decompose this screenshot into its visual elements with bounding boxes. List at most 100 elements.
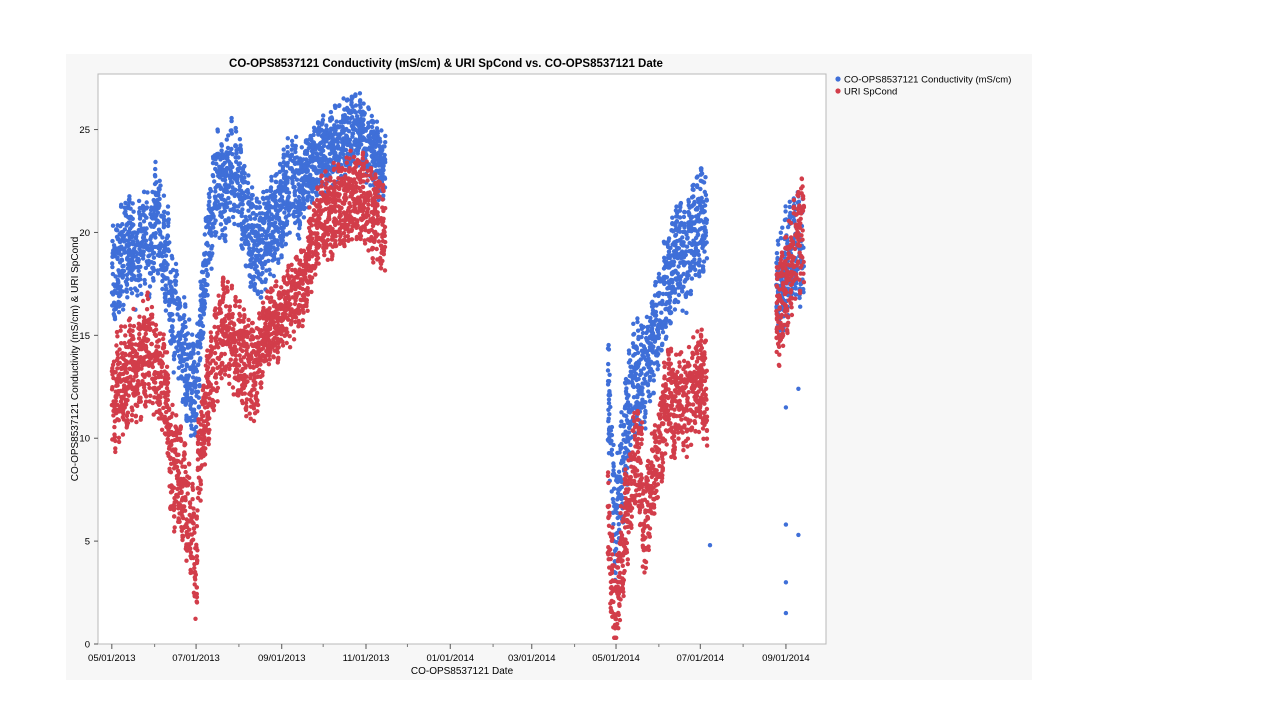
spcond-point — [161, 381, 166, 386]
conductivity-point — [244, 264, 249, 269]
conductivity-point — [378, 139, 383, 144]
conductivity-point — [684, 291, 690, 297]
spcond-point — [165, 393, 170, 398]
conductivity-point — [188, 433, 194, 438]
conductivity-point — [223, 218, 228, 223]
conductivity-point — [259, 289, 264, 295]
conductivity-point — [268, 187, 273, 192]
conductivity-point — [162, 209, 167, 215]
conductivity-point — [691, 187, 696, 192]
conductivity-point — [178, 316, 184, 321]
spcond-point — [174, 425, 179, 431]
spcond-point — [166, 407, 172, 413]
spcond-point — [184, 544, 189, 549]
conductivity-point — [228, 161, 234, 167]
conductivity-point — [296, 194, 302, 200]
conductivity-point — [146, 248, 152, 253]
conductivity-point — [183, 337, 188, 342]
spcond-point — [148, 393, 153, 398]
spcond-point — [198, 417, 204, 422]
conductivity-point — [371, 157, 376, 163]
conductivity-point — [660, 277, 665, 283]
spcond-point — [153, 327, 159, 332]
conductivity-point — [191, 347, 196, 353]
spcond-point — [248, 397, 253, 403]
conductivity-point — [701, 269, 706, 274]
conductivity-point — [248, 280, 254, 285]
conductivity-point — [192, 360, 197, 365]
spcond-point — [143, 399, 149, 404]
conductivity-point — [242, 233, 247, 238]
conductivity-point — [699, 195, 704, 201]
spcond-point — [208, 390, 213, 396]
conductivity-point — [147, 253, 152, 258]
spcond-point — [211, 408, 216, 413]
conductivity-point — [332, 151, 337, 156]
conductivity-point — [377, 168, 382, 173]
conductivity-point — [231, 207, 236, 213]
spcond-point — [221, 322, 226, 328]
conductivity-point — [188, 350, 194, 356]
conductivity-point — [212, 201, 218, 206]
conductivity-point — [113, 254, 118, 259]
conductivity-point — [383, 140, 388, 145]
conductivity-point — [360, 121, 365, 127]
conductivity-point — [135, 293, 140, 298]
conductivity-point — [181, 359, 186, 364]
spcond-point — [130, 408, 135, 413]
conductivity-point — [379, 128, 384, 133]
spcond-point — [124, 425, 129, 430]
conductivity-point — [255, 289, 260, 294]
spcond-point — [225, 279, 230, 285]
conductivity-point — [215, 204, 220, 209]
spcond-point — [213, 315, 219, 320]
spcond-point — [185, 518, 190, 523]
spcond-point — [297, 285, 303, 290]
conductivity-point — [140, 235, 146, 240]
spcond-point — [237, 329, 242, 334]
conductivity-point — [226, 195, 231, 201]
conductivity-point — [233, 187, 238, 193]
conductivity-point — [700, 234, 705, 239]
conductivity-point — [310, 164, 315, 169]
spcond-point — [208, 344, 214, 349]
conductivity-point — [153, 192, 159, 198]
spcond-point — [223, 368, 228, 373]
conductivity-point — [686, 199, 691, 205]
chart-svg: CO-OPS8537121 Conductivity (mS/cm) & URI… — [70, 58, 1011, 677]
spcond-point — [221, 295, 226, 300]
conductivity-point — [694, 219, 699, 224]
spcond-point — [159, 427, 165, 432]
conductivity-point — [117, 273, 122, 278]
conductivity-point — [112, 307, 117, 312]
conductivity-point — [273, 189, 278, 195]
spcond-point — [185, 491, 190, 496]
spcond-point — [172, 529, 177, 534]
spcond-point — [252, 371, 257, 377]
spcond-point — [126, 329, 132, 334]
conductivity-point — [284, 169, 289, 175]
conductivity-point — [294, 177, 300, 182]
conductivity-point — [670, 221, 675, 227]
conductivity-point — [311, 132, 316, 138]
conductivity-point — [662, 255, 667, 260]
spcond-point — [190, 485, 195, 490]
spcond-point — [214, 340, 219, 346]
conductivity-point — [640, 381, 645, 386]
conductivity-point — [236, 155, 241, 160]
conductivity-point — [317, 145, 323, 150]
spcond-point — [149, 304, 155, 310]
conductivity-point — [198, 334, 203, 339]
spcond-point — [162, 350, 168, 355]
conductivity-point — [231, 202, 237, 207]
conductivity-point — [284, 222, 289, 227]
conductivity-point — [337, 124, 342, 129]
conductivity-point — [662, 241, 667, 246]
spcond-point — [243, 325, 248, 330]
conductivity-point — [682, 209, 687, 215]
spcond-point — [252, 387, 257, 392]
spcond-point — [134, 384, 139, 389]
conductivity-point — [631, 331, 637, 337]
conductivity-point — [369, 141, 375, 146]
conductivity-point — [641, 344, 646, 349]
